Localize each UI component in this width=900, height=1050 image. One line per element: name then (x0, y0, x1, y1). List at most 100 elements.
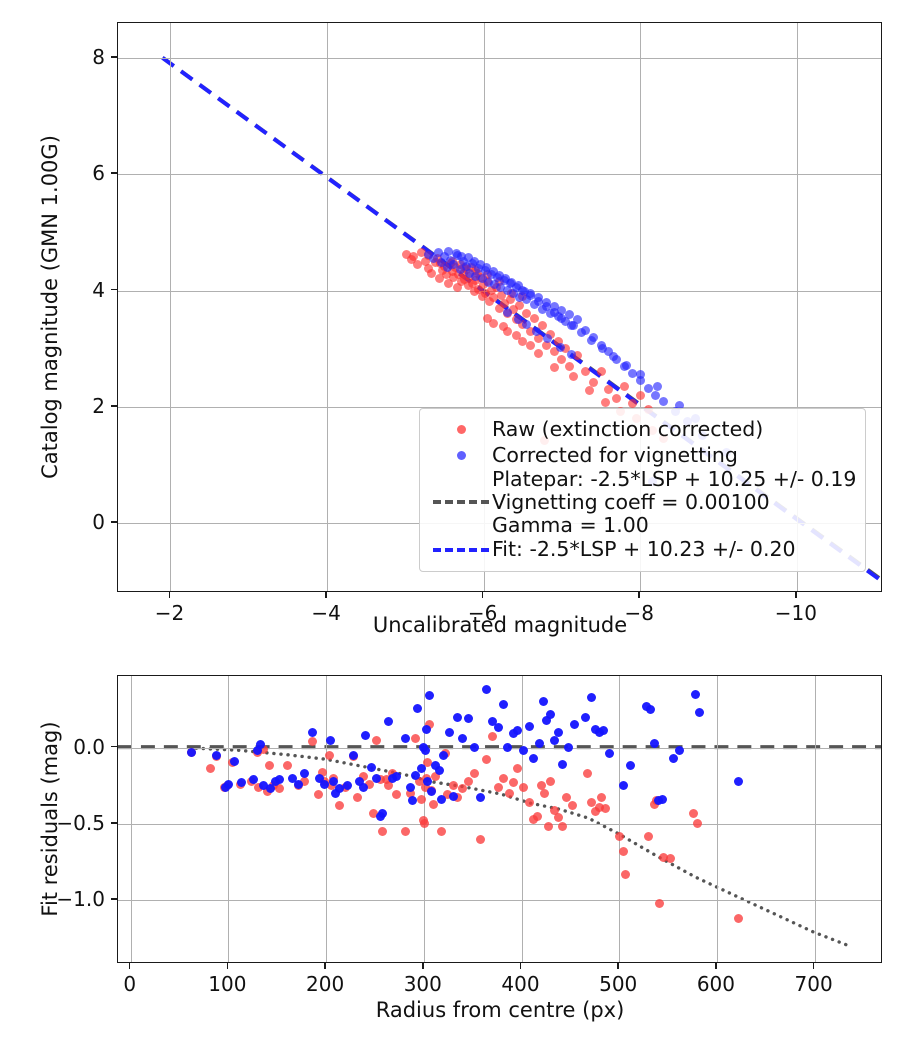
data-point (307, 737, 317, 747)
data-point (448, 791, 458, 801)
data-point (618, 781, 628, 791)
data-point (658, 852, 668, 862)
data-point (509, 778, 519, 788)
data-point (411, 733, 421, 743)
data-point (580, 367, 590, 377)
data-point (464, 776, 474, 786)
x-tick-mark (226, 963, 229, 969)
top-x-axis-title: Uncalibrated magnitude (372, 613, 628, 637)
data-point (546, 776, 556, 786)
data-point (325, 735, 335, 745)
data-point (524, 721, 534, 731)
y-tick-mark (111, 745, 117, 748)
data-point (455, 265, 465, 275)
data-point (223, 779, 233, 789)
data-point (423, 758, 433, 768)
data-point (522, 319, 532, 329)
data-point (400, 733, 410, 743)
y-tick-mark (111, 521, 117, 523)
y-tick-label: 2 (92, 393, 105, 418)
x-tick-label: 0 (123, 972, 137, 996)
data-point (417, 794, 427, 804)
data-point (542, 715, 552, 725)
data-point (498, 322, 508, 332)
data-point (565, 310, 575, 320)
data-point (249, 775, 259, 785)
data-point (488, 267, 498, 277)
blue-dashed-line-icon (433, 547, 489, 552)
residuals-axes (117, 675, 882, 963)
data-point (508, 288, 518, 298)
data-point (448, 781, 458, 791)
data-point (376, 811, 386, 821)
data-point (471, 271, 481, 281)
x-tick-label: 500 (599, 972, 638, 996)
data-point (541, 341, 551, 351)
data-point (438, 750, 448, 760)
data-point (497, 290, 507, 300)
data-point (494, 270, 504, 280)
blue-dot-icon (456, 450, 466, 460)
data-point (536, 781, 546, 791)
data-point (620, 869, 630, 879)
grid-line-horizontal (118, 406, 881, 408)
data-point (425, 720, 435, 730)
data-point (550, 735, 560, 745)
data-point (573, 315, 583, 325)
data-point (411, 770, 421, 780)
data-point (489, 293, 499, 303)
data-point (583, 769, 593, 779)
data-point (372, 773, 382, 783)
y-tick-label: 4 (92, 277, 105, 302)
data-point (256, 740, 266, 750)
data-point (609, 352, 619, 362)
data-point (649, 738, 659, 748)
x-tick-label: 400 (501, 972, 540, 996)
data-point (236, 778, 246, 788)
data-point (595, 802, 605, 812)
data-point (458, 784, 468, 794)
data-point (654, 898, 664, 908)
data-point (501, 274, 511, 284)
data-point (515, 293, 525, 303)
data-point (313, 790, 323, 800)
data-point (335, 801, 345, 811)
data-point (505, 294, 515, 304)
grid-line-horizontal (118, 174, 881, 176)
bottom-plot-area (118, 676, 881, 962)
data-point (518, 782, 528, 792)
grid-line-vertical (327, 23, 329, 591)
data-point (544, 822, 554, 832)
data-point (563, 743, 573, 753)
data-point (470, 743, 480, 753)
data-point (665, 854, 675, 864)
x-tick-label: −6 (467, 601, 498, 625)
x-tick-label: 700 (794, 972, 833, 996)
data-point (358, 782, 368, 792)
data-point (494, 277, 504, 287)
legend-key-corrected (430, 450, 492, 460)
data-point (532, 811, 542, 821)
data-point (518, 337, 528, 347)
data-point (532, 326, 542, 336)
x-tick-label: 300 (403, 972, 442, 996)
x-tick-mark (617, 963, 619, 969)
data-point (538, 697, 548, 707)
data-point (331, 788, 341, 798)
data-point (480, 288, 490, 298)
data-point (533, 348, 543, 358)
data-point (274, 784, 284, 794)
x-tick-mark (812, 963, 815, 969)
data-point (604, 749, 614, 759)
data-point (566, 320, 576, 330)
data-point (502, 326, 512, 336)
data-point (601, 804, 611, 814)
data-point (669, 753, 679, 763)
data-point (427, 268, 437, 278)
data-point (541, 302, 551, 312)
data-point (440, 252, 449, 262)
bottom-y-axis-title: Fit residuals (mag) (38, 721, 62, 917)
data-point (382, 775, 392, 785)
data-point (540, 788, 550, 798)
data-point (282, 761, 292, 771)
